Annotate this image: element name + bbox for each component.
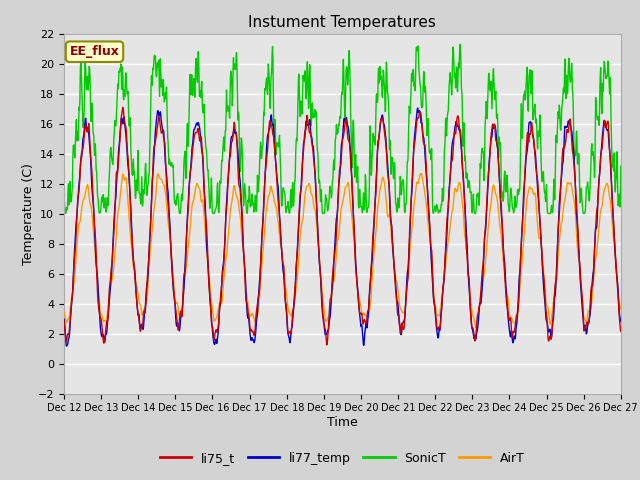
AirT xyxy=(552,286,559,292)
AirT xyxy=(429,278,437,284)
li77_temp xyxy=(60,316,68,322)
li75_t xyxy=(119,105,127,110)
AirT xyxy=(417,171,424,177)
AirT xyxy=(502,285,510,291)
SonicT xyxy=(184,132,191,138)
AirT xyxy=(184,248,191,253)
li75_t xyxy=(617,328,625,334)
SonicT xyxy=(209,211,217,216)
AirT xyxy=(472,324,480,330)
Legend: li75_t, li77_temp, SonicT, AirT: li75_t, li77_temp, SonicT, AirT xyxy=(155,447,530,469)
SonicT xyxy=(502,181,510,187)
Line: li77_temp: li77_temp xyxy=(64,108,621,346)
Y-axis label: Temperature (C): Temperature (C) xyxy=(22,163,35,264)
Line: AirT: AirT xyxy=(64,174,621,327)
li77_temp xyxy=(552,290,559,296)
li75_t xyxy=(184,206,192,212)
li77_temp xyxy=(414,105,422,111)
AirT xyxy=(617,306,625,312)
li75_t xyxy=(323,342,331,348)
li75_t xyxy=(502,299,510,304)
li77_temp xyxy=(617,319,625,324)
li77_temp xyxy=(184,201,192,207)
AirT xyxy=(246,313,254,319)
SonicT xyxy=(246,204,254,210)
SonicT xyxy=(456,41,464,47)
Line: li75_t: li75_t xyxy=(64,108,621,345)
Title: Instument Temperatures: Instument Temperatures xyxy=(248,15,436,30)
Line: SonicT: SonicT xyxy=(64,44,621,214)
SonicT xyxy=(429,210,437,216)
SonicT xyxy=(60,198,68,204)
li77_temp xyxy=(246,335,254,340)
X-axis label: Time: Time xyxy=(327,416,358,429)
li77_temp xyxy=(171,298,179,304)
Text: EE_flux: EE_flux xyxy=(70,45,120,58)
li77_temp xyxy=(429,296,437,302)
li75_t xyxy=(171,298,179,304)
li75_t xyxy=(60,319,68,324)
SonicT xyxy=(552,161,559,167)
li77_temp xyxy=(502,289,510,295)
li77_temp xyxy=(63,343,70,349)
AirT xyxy=(170,288,178,293)
li75_t xyxy=(429,293,437,299)
SonicT xyxy=(170,196,178,202)
SonicT xyxy=(617,163,625,169)
li75_t xyxy=(552,280,559,286)
li75_t xyxy=(246,328,254,334)
AirT xyxy=(60,310,68,315)
